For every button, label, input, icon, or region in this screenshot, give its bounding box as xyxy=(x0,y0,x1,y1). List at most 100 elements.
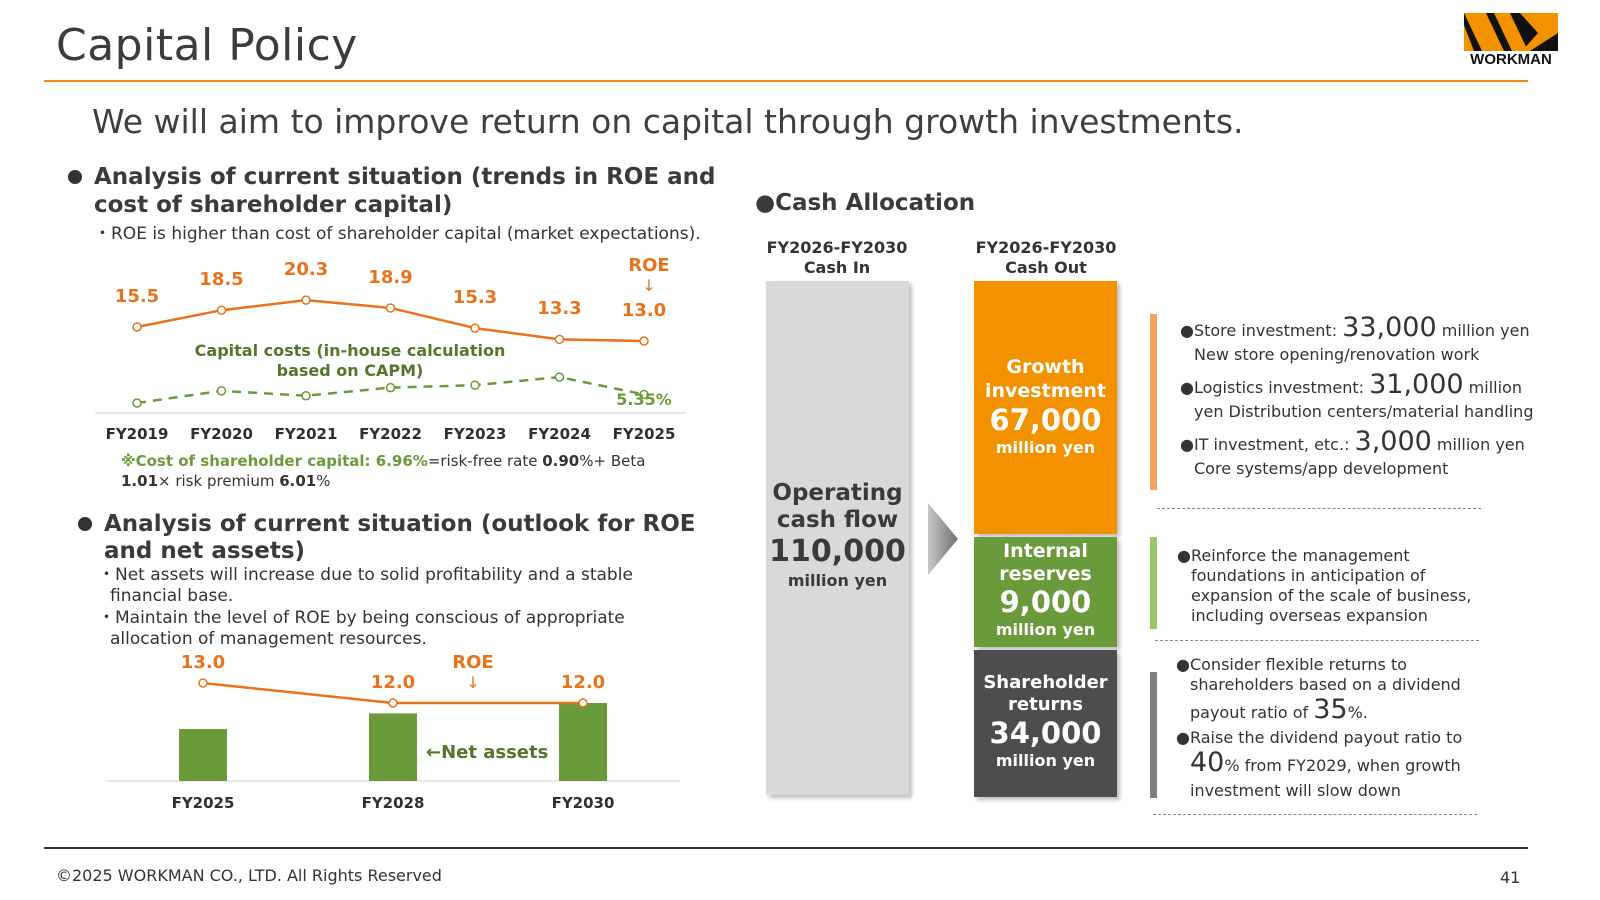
roe-point xyxy=(554,334,565,345)
chart1-x-tick: FY2020 xyxy=(190,425,253,443)
roe-value-label: 13.0 xyxy=(621,300,667,321)
roe-trend-heading-line2: cost of shareholder capital) xyxy=(94,192,453,218)
payout-40-post: % from FY2029, when growth xyxy=(1224,756,1461,775)
growth-unit: million yen xyxy=(995,438,1096,457)
logistics-amount: 31,000 xyxy=(1369,369,1464,400)
cash-allocation-heading: ●Cash Allocation xyxy=(755,190,976,216)
returns-a-line2: shareholders based on a dividend xyxy=(1190,675,1461,694)
chart2-x-tick: FY2028 xyxy=(361,794,425,812)
roe-point xyxy=(216,305,227,315)
chart1-x-tick: FY2025 xyxy=(612,425,676,443)
title-underline xyxy=(44,80,1528,82)
outlook-roe-point xyxy=(198,678,208,688)
roe-value-label: 15.3 xyxy=(452,287,498,309)
copyright: ©2025 WORKMAN CO., LTD. All Rights Reser… xyxy=(56,866,442,885)
roe-arrow-icon: ↓ xyxy=(642,276,656,295)
outlook-roe-arrow-icon: ↓ xyxy=(466,673,480,692)
internal-reserves-label: Internal reserves 9,000 million yen xyxy=(974,540,1117,641)
capital-cost-point xyxy=(385,382,396,393)
capital-cost-label-2: based on CAPM) xyxy=(276,361,424,380)
operating-line1: Operating xyxy=(772,480,903,506)
roe-value-label: 18.5 xyxy=(199,269,244,291)
cash-out-header-line1: FY2026-FY2030 xyxy=(975,238,1117,257)
net-assets-bar xyxy=(369,713,417,781)
payout-pre: payout ratio of xyxy=(1190,703,1314,722)
outlook-heading: Analysis of current situation (outlook f… xyxy=(78,510,695,538)
returns-line2: returns xyxy=(1008,694,1083,715)
reserves-detail-line4: including overseas expansion xyxy=(1191,606,1428,625)
payout-post: %. xyxy=(1347,703,1368,722)
roe-point xyxy=(639,336,649,346)
capital-cost-line xyxy=(136,375,645,405)
it-investment-line2: Core systems/app development xyxy=(1194,459,1449,478)
capital-cost-point xyxy=(216,386,227,396)
logistics-investment-line2: yen Distribution centers/material handli… xyxy=(1194,402,1534,421)
chart1-x-tick: FY2019 xyxy=(105,425,169,443)
logistics-suffix: million xyxy=(1463,378,1522,397)
cost-of-capital-footnote: ※Cost of shareholder capital: 6.96%=risk… xyxy=(121,451,681,491)
page-title: Capital Policy xyxy=(56,20,358,71)
footnote-rf: 0.90 xyxy=(542,452,580,470)
outlook-heading-line2: and net assets) xyxy=(104,538,306,564)
bullet-icon xyxy=(68,170,82,184)
store-prefix: ●Store investment: xyxy=(1180,321,1343,340)
chart1-x-tick: FY2023 xyxy=(443,425,507,443)
roe-value-label: 20.3 xyxy=(283,259,329,281)
returns-b-line2: 40% from FY2029, when growth xyxy=(1176,748,1516,781)
returns-details: ●Consider flexible returns to shareholde… xyxy=(1176,655,1516,801)
workman-logo xyxy=(1464,13,1558,51)
roe-point xyxy=(385,303,396,313)
roe-value-label: 18.9 xyxy=(368,266,413,288)
outlook-note2-line2: allocation of management resources. xyxy=(110,629,427,649)
returns-detail-bar xyxy=(1150,672,1157,798)
page-subtitle: We will aim to improve return on capital… xyxy=(92,102,1244,141)
outlook-note2-line1: ・Maintain the level of ROE by being cons… xyxy=(98,608,625,628)
roe-value-label: 15.5 xyxy=(114,286,160,307)
roe-trend-note: ・ROE is higher than cost of shareholder … xyxy=(94,224,701,244)
internal-reserves-box xyxy=(974,537,1117,647)
logistics-prefix: ●Logistics investment: xyxy=(1180,378,1370,397)
roe-series-label: ROE xyxy=(628,255,670,276)
store-investment-line2: New store opening/renovation work xyxy=(1194,345,1480,364)
divider-3 xyxy=(1153,814,1477,815)
cash-in-header-line2: Cash In xyxy=(803,258,871,277)
reserves-detail-line1: ●Reinforce the management xyxy=(1177,546,1410,565)
store-investment-line1: ●Store investment: 33,000 million yen xyxy=(1180,314,1540,345)
divider-1 xyxy=(1157,508,1481,509)
shareholder-returns-box xyxy=(974,650,1117,797)
roe-point xyxy=(470,323,480,333)
capital-cost-point xyxy=(470,380,480,390)
outlook-note1-line2: financial base. xyxy=(110,586,234,606)
growth-details: ●Store investment: 33,000 million yen Ne… xyxy=(1180,314,1540,479)
cash-in-header: FY2026-FY2030 Cash In xyxy=(758,238,916,278)
chart2-x-tick: FY2030 xyxy=(551,794,615,812)
cash-out-header: FY2026-FY2030 Cash Out xyxy=(967,238,1125,278)
footnote-rp: 6.01 xyxy=(279,472,317,490)
reserves-value: 9,000 xyxy=(999,585,1092,619)
growth-detail-bar xyxy=(1150,314,1157,490)
it-prefix: ●IT investment, etc.: xyxy=(1180,435,1355,454)
returns-b-line1: ●Raise the dividend payout ratio to xyxy=(1176,728,1463,747)
chart1-x-tick: FY2024 xyxy=(528,425,591,443)
capital-cost-last-value: 5.35% xyxy=(616,390,672,409)
logistics-investment-line1: ●Logistics investment: 31,000 million xyxy=(1180,371,1540,402)
roe-trend-heading-line1: Analysis of current situation (trends in… xyxy=(94,164,716,190)
footer-rule xyxy=(44,847,1528,849)
returns-unit: million yen xyxy=(995,751,1096,770)
outlook-roe-value-label: 13.0 xyxy=(180,652,226,673)
outlook-roe-point xyxy=(578,698,588,708)
page-number: 41 xyxy=(1500,868,1521,887)
cash-in-box xyxy=(766,281,909,795)
reserves-line2: reserves xyxy=(999,563,1092,585)
net-assets-bar xyxy=(559,703,607,781)
returns-a-line1: ●Consider flexible returns to xyxy=(1176,655,1407,674)
cash-out-header-line2: Cash Out xyxy=(1005,258,1087,277)
growth-value: 67,000 xyxy=(989,403,1102,437)
shareholder-returns-label: Shareholder returns 34,000 million yen xyxy=(974,672,1117,772)
chart1-x-tick: FY2021 xyxy=(274,425,338,443)
outlook-heading-line1: Analysis of current situation (outlook f… xyxy=(104,511,696,537)
roe-point xyxy=(132,322,142,332)
payout-40: 40 xyxy=(1190,747,1225,778)
reserves-unit: million yen xyxy=(995,620,1096,639)
payout-35: 35 xyxy=(1313,694,1348,725)
